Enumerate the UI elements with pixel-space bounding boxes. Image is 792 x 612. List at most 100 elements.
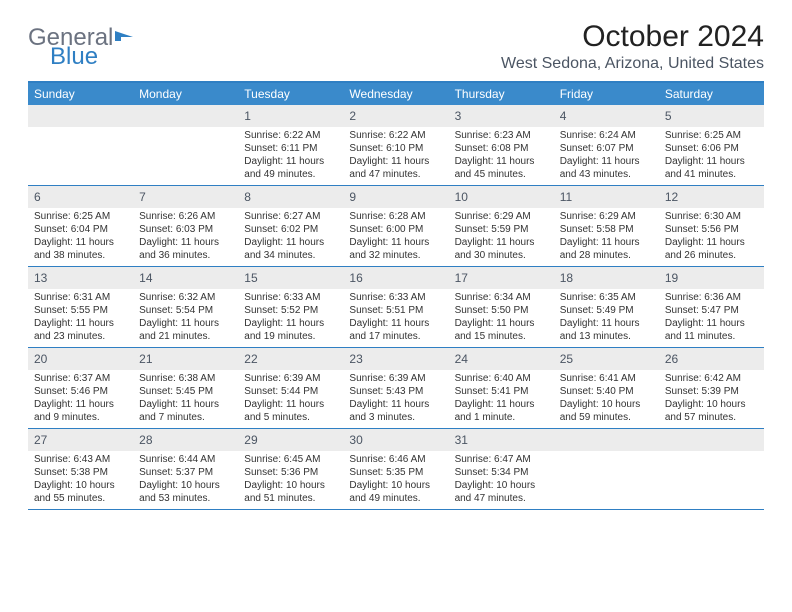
daylight-text: Daylight: 11 hours and 47 minutes.	[349, 155, 442, 181]
sunset-text: Sunset: 5:44 PM	[244, 385, 337, 398]
sunrise-text: Sunrise: 6:45 AM	[244, 453, 337, 466]
day-cell: 31Sunrise: 6:47 AMSunset: 5:34 PMDayligh…	[449, 429, 554, 509]
day-body: Sunrise: 6:39 AMSunset: 5:43 PMDaylight:…	[343, 370, 448, 428]
day-cell: 20Sunrise: 6:37 AMSunset: 5:46 PMDayligh…	[28, 348, 133, 428]
day-body: Sunrise: 6:38 AMSunset: 5:45 PMDaylight:…	[133, 370, 238, 428]
day-header	[659, 429, 764, 451]
title-block: October 2024 West Sedona, Arizona, Unite…	[501, 20, 764, 73]
day-cell: 18Sunrise: 6:35 AMSunset: 5:49 PMDayligh…	[554, 267, 659, 347]
sunrise-text: Sunrise: 6:30 AM	[665, 210, 758, 223]
day-header: 5	[659, 105, 764, 127]
daylight-text: Daylight: 10 hours and 59 minutes.	[560, 398, 653, 424]
day-number: 7	[139, 190, 146, 204]
page: General October 2024 West Sedona, Arizon…	[0, 0, 792, 530]
day-header: 25	[554, 348, 659, 370]
day-body: Sunrise: 6:36 AMSunset: 5:47 PMDaylight:…	[659, 289, 764, 347]
day-header: 4	[554, 105, 659, 127]
sunset-text: Sunset: 5:41 PM	[455, 385, 548, 398]
day-number: 5	[665, 109, 672, 123]
day-cell: 23 Sunrise: 6:39 AMSunset: 5:43 PMDayligh…	[343, 348, 448, 428]
sunrise-text: Sunrise: 6:23 AM	[455, 129, 548, 142]
day-body: Sunrise: 6:30 AMSunset: 5:56 PMDaylight:…	[659, 208, 764, 266]
day-body: Sunrise: 6:22 AMSunset: 6:10 PMDaylight:…	[343, 127, 448, 185]
day-cell: 28Sunrise: 6:44 AMSunset: 5:37 PMDayligh…	[133, 429, 238, 509]
day-number: 15	[244, 271, 257, 285]
day-cell: 10Sunrise: 6:29 AMSunset: 5:59 PMDayligh…	[449, 186, 554, 266]
day-cell: 5Sunrise: 6:25 AMSunset: 6:06 PMDaylight…	[659, 105, 764, 185]
day-number: 11	[560, 190, 572, 204]
day-cell: 29Sunrise: 6:45 AMSunset: 5:36 PMDayligh…	[238, 429, 343, 509]
week-row: 27Sunrise: 6:43 AMSunset: 5:38 PMDayligh…	[28, 429, 764, 510]
day-body: Sunrise: 6:46 AMSunset: 5:35 PMDaylight:…	[343, 451, 448, 509]
day-number: 1	[244, 109, 251, 123]
day-cell: 27Sunrise: 6:43 AMSunset: 5:38 PMDayligh…	[28, 429, 133, 509]
day-body: Sunrise: 6:45 AMSunset: 5:36 PMDaylight:…	[238, 451, 343, 509]
day-cell: 15Sunrise: 6:33 AMSunset: 5:52 PMDayligh…	[238, 267, 343, 347]
day-number: 16	[349, 271, 362, 285]
sunrise-text: Sunrise: 6:25 AM	[34, 210, 127, 223]
daylight-text: Daylight: 11 hours and 36 minutes.	[139, 236, 232, 262]
sunset-text: Sunset: 5:47 PM	[665, 304, 758, 317]
sunset-text: Sunset: 6:06 PM	[665, 142, 758, 155]
day-number: 23	[349, 352, 362, 366]
day-cell: 12 Sunrise: 6:30 AMSunset: 5:56 PMDayligh…	[659, 186, 764, 266]
day-body: Sunrise: 6:37 AMSunset: 5:46 PMDaylight:…	[28, 370, 133, 428]
daylight-text: Daylight: 11 hours and 28 minutes.	[560, 236, 653, 262]
daylight-text: Daylight: 11 hours and 3 minutes.	[349, 398, 442, 424]
day-body: Sunrise: 6:29 AMSunset: 5:59 PMDaylight:…	[449, 208, 554, 266]
daylight-text: Daylight: 11 hours and 41 minutes.	[665, 155, 758, 181]
sunset-text: Sunset: 5:34 PM	[455, 466, 548, 479]
day-body: Sunrise: 6:40 AMSunset: 5:41 PMDaylight:…	[449, 370, 554, 428]
sunrise-text: Sunrise: 6:42 AM	[665, 372, 758, 385]
location: West Sedona, Arizona, United States	[501, 55, 764, 73]
sunrise-text: Sunrise: 6:39 AM	[349, 372, 442, 385]
day-number: 19	[665, 271, 678, 285]
day-cell: 30Sunrise: 6:46 AMSunset: 5:35 PMDayligh…	[343, 429, 448, 509]
day-number: 2	[349, 109, 356, 123]
day-header: 24	[449, 348, 554, 370]
day-cell-empty	[554, 429, 659, 509]
daylight-text: Daylight: 11 hours and 38 minutes.	[34, 236, 127, 262]
week-row: 20Sunrise: 6:37 AMSunset: 5:46 PMDayligh…	[28, 348, 764, 429]
day-header: 20	[28, 348, 133, 370]
weekday-header: Tuesday	[238, 83, 343, 105]
day-cell: 13Sunrise: 6:31 AMSunset: 5:55 PMDayligh…	[28, 267, 133, 347]
sunrise-text: Sunrise: 6:36 AM	[665, 291, 758, 304]
day-header: 11	[554, 186, 659, 208]
day-body: Sunrise: 6:47 AMSunset: 5:34 PMDaylight:…	[449, 451, 554, 509]
day-body: Sunrise: 6:23 AMSunset: 6:08 PMDaylight:…	[449, 127, 554, 185]
day-cell-empty	[659, 429, 764, 509]
sunset-text: Sunset: 5:51 PM	[349, 304, 442, 317]
day-cell: 4Sunrise: 6:24 AMSunset: 6:07 PMDaylight…	[554, 105, 659, 185]
daylight-text: Daylight: 11 hours and 13 minutes.	[560, 317, 653, 343]
day-body: Sunrise: 6:24 AMSunset: 6:07 PMDaylight:…	[554, 127, 659, 185]
day-body: Sunrise: 6:26 AMSunset: 6:03 PMDaylight:…	[133, 208, 238, 266]
sunset-text: Sunset: 6:02 PM	[244, 223, 337, 236]
day-header: 22	[238, 348, 343, 370]
day-number: 12	[665, 190, 678, 204]
day-cell-empty	[133, 105, 238, 185]
sunset-text: Sunset: 5:36 PM	[244, 466, 337, 479]
day-cell: 1Sunrise: 6:22 AMSunset: 6:11 PMDaylight…	[238, 105, 343, 185]
day-cell: 3Sunrise: 6:23 AMSunset: 6:08 PMDaylight…	[449, 105, 554, 185]
sunset-text: Sunset: 5:45 PM	[139, 385, 232, 398]
weekday-header: Monday	[133, 83, 238, 105]
sunrise-text: Sunrise: 6:43 AM	[34, 453, 127, 466]
day-number: 24	[455, 352, 468, 366]
day-number: 9	[349, 190, 356, 204]
sunset-text: Sunset: 5:50 PM	[455, 304, 548, 317]
day-cell: 26Sunrise: 6:42 AMSunset: 5:39 PMDayligh…	[659, 348, 764, 428]
day-header: 10	[449, 186, 554, 208]
day-header: 9	[343, 186, 448, 208]
day-cell: 7 Sunrise: 6:26 AMSunset: 6:03 PMDaylight…	[133, 186, 238, 266]
sunset-text: Sunset: 5:46 PM	[34, 385, 127, 398]
sunrise-text: Sunrise: 6:24 AM	[560, 129, 653, 142]
day-header: 30	[343, 429, 448, 451]
sunset-text: Sunset: 6:08 PM	[455, 142, 548, 155]
day-body: Sunrise: 6:42 AMSunset: 5:39 PMDaylight:…	[659, 370, 764, 428]
sunset-text: Sunset: 5:43 PM	[349, 385, 442, 398]
sunrise-text: Sunrise: 6:33 AM	[349, 291, 442, 304]
sunrise-text: Sunrise: 6:22 AM	[244, 129, 337, 142]
daylight-text: Daylight: 11 hours and 30 minutes.	[455, 236, 548, 262]
daylight-text: Daylight: 10 hours and 49 minutes.	[349, 479, 442, 505]
